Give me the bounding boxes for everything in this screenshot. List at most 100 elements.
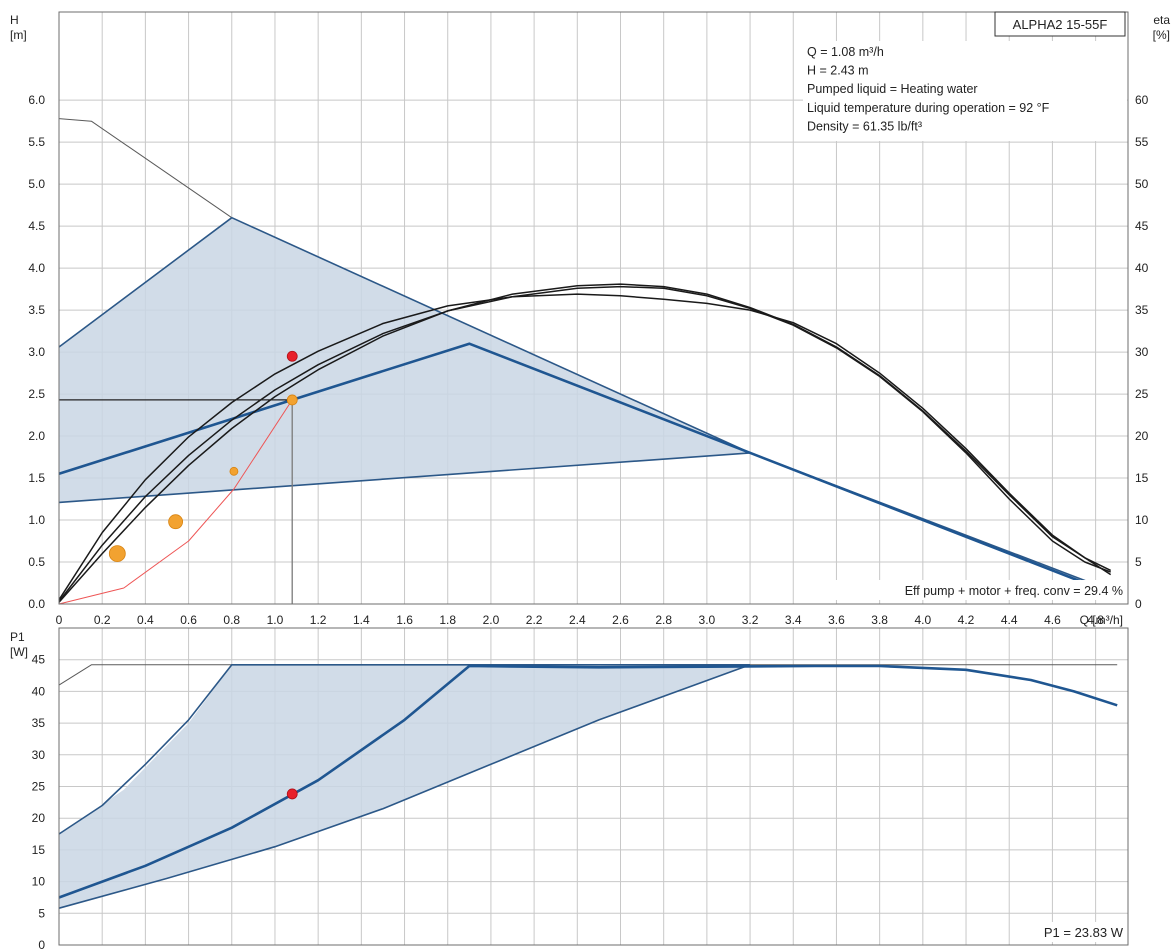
bottom-series-max-0 [58,664,1118,686]
eta-tick-label-11: 55 [1135,135,1149,149]
eta-tick-label-7: 35 [1135,303,1149,317]
title-box [994,11,1126,37]
p1-tick-label-0: 0 [38,938,45,949]
p1-tick-label-4: 20 [32,811,46,825]
eta-axis-label: eta [1153,13,1170,27]
h-tick-label-10: 5.0 [28,177,45,191]
h-tick-label-9: 4.5 [28,219,45,233]
eta-tick-label-2: 10 [1135,513,1149,527]
h-tick-label-5: 2.5 [28,387,45,401]
x-tick-label-8: 1.6 [396,613,413,627]
h-axis-unit: [m] [10,28,27,42]
top-region-fill [59,217,751,503]
x-axis-label: Q [m³/h] [1080,613,1123,627]
top-marker-eta-2 [229,466,239,476]
p1-axis-label: P1 [10,630,25,644]
x-tick-label-19: 3.8 [871,613,888,627]
eta-axis-unit: [%] [1153,28,1170,42]
h-axis-label: H [10,13,19,27]
x-tick-label-6: 1.2 [310,613,327,627]
h-tick-label-11: 5.5 [28,135,45,149]
info-background [803,41,1127,141]
x-tick-label-15: 3.0 [699,613,716,627]
x-tick-label-20: 4.0 [914,613,931,627]
top-marker-duty-0 [286,350,298,362]
h-tick-label-2: 1.0 [28,513,45,527]
bottom-series-active-3 [58,664,1118,899]
x-tick-label-11: 2.2 [526,613,543,627]
power-note-background [1012,922,1126,942]
top-marker-eta-3 [168,514,184,530]
chart-title: ALPHA2 15-55F [1013,17,1108,32]
h-tick-label-12: 6.0 [28,93,45,107]
x-tick-label-1: 0.2 [94,613,111,627]
top-chart-curves [58,118,1112,605]
efficiency-note: Eff pump + motor + freq. conv = 29.4 % [905,584,1123,598]
top-chart-labels: 0 0.2 0.4 0.6 0.8 1.0 1.2 1.4 1.6 1.8 2.0 2.2 2.4 2.6… [10,11,1170,627]
eta-tick-label-4: 20 [1135,429,1149,443]
top-marker-eta-1 [286,394,298,406]
x-tick-label-21: 4.2 [958,613,975,627]
x-tick-label-12: 2.4 [569,613,586,627]
x-tick-label-0: 0 [56,613,63,627]
p1-axis-unit: [W] [10,645,28,659]
p1-tick-label-8: 40 [32,684,46,698]
x-tick-label-3: 0.6 [180,613,197,627]
bottom-chart-labels: 0 5 10 15 20 25 30 35 40 45 P1[W] P1 = 23.83 W [10,630,1126,949]
x-tick-label-23: 4.6 [1044,613,1061,627]
bottom-plot-frame [58,627,1129,946]
eta-tick-label-12: 60 [1135,93,1149,107]
h-tick-label-6: 3.0 [28,345,45,359]
top-chart-axes [58,11,1129,605]
h-tick-label-0: 0.0 [28,597,45,611]
bottom-marker-duty-0 [286,788,298,800]
x-tick-label-17: 3.4 [785,613,802,627]
top-marker-eta-4 [108,545,126,563]
p1-tick-label-6: 30 [32,748,46,762]
p1-tick-label-9: 45 [32,653,46,667]
eta-tick-label-8: 40 [1135,261,1149,275]
top-series-max-0 [58,118,233,219]
eta-tick-label-3: 15 [1135,471,1149,485]
eta-tick-label-1: 5 [1135,555,1142,569]
x-tick-label-10: 2.0 [483,613,500,627]
bottom-region-fill [59,664,751,909]
h-tick-label-3: 1.5 [28,471,45,485]
x-tick-label-24: 4.8 [1087,613,1104,627]
bottom-series-edge-1 [58,663,751,835]
top-plot-frame [58,11,1129,605]
bottom-operating-region [59,664,751,909]
x-tick-label-7: 1.4 [353,613,370,627]
eta-tick-label-9: 45 [1135,219,1149,233]
x-tick-label-16: 3.2 [742,613,759,627]
info-line-3: Liquid temperature during operation = 92… [807,101,1050,115]
power-note: P1 = 23.83 W [1044,925,1124,940]
bottom-chart-axes [58,627,1129,946]
info-line-0: Q = 1.08 m³/h [807,45,884,59]
x-tick-label-22: 4.4 [1001,613,1018,627]
h-tick-label-8: 4.0 [28,261,45,275]
top-series-eta-5 [58,285,1111,602]
x-tick-label-2: 0.4 [137,613,154,627]
info-line-1: H = 2.43 m [807,64,869,78]
top-operating-region [59,217,751,503]
efficiency-note-background [832,580,1126,600]
top-series-edge-2 [58,452,751,504]
x-tick-label-18: 3.6 [828,613,845,627]
top-series-eta-7 [58,283,1112,603]
bottom-chart-curves [58,663,1118,909]
eta-tick-label-10: 50 [1135,177,1149,191]
top-chart-markers [108,350,298,563]
p1-tick-label-2: 10 [32,875,46,889]
h-tick-label-1: 0.5 [28,555,45,569]
x-tick-label-9: 1.8 [439,613,456,627]
h-tick-label-7: 3.5 [28,303,45,317]
h-tick-label-4: 2.0 [28,429,45,443]
p1-tick-label-5: 25 [32,780,46,794]
eta-tick-label-6: 30 [1135,345,1149,359]
info-line-2: Pumped liquid = Heating water [807,82,978,96]
x-tick-label-14: 2.8 [655,613,672,627]
bottom-series-edge-2 [58,664,751,909]
p1-tick-label-7: 35 [32,716,46,730]
